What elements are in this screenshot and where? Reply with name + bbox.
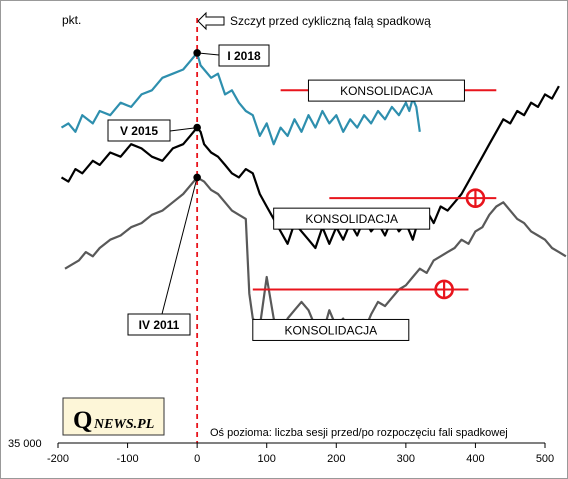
x-tick-label: 300 bbox=[397, 453, 415, 465]
peak-label: V 2015 bbox=[120, 124, 158, 138]
consolidation-label-box bbox=[307, 79, 465, 102]
series-line bbox=[60, 51, 421, 146]
x-tick-label: 0 bbox=[194, 453, 200, 465]
peak-dot bbox=[193, 123, 201, 132]
consolidation-label: KONSOLIDACJA bbox=[284, 323, 377, 337]
peak-label: IV 2011 bbox=[139, 318, 180, 332]
x-axis-caption: Oś pozioma: liczba sesji przed/po rozpoc… bbox=[210, 427, 508, 439]
peak-label-box bbox=[218, 44, 270, 67]
x-ticks: -200 -100 0 100 200 300 400 500 bbox=[47, 443, 554, 465]
x-tick-label: 400 bbox=[466, 453, 484, 465]
y-axis-label: pkt. bbox=[62, 13, 81, 27]
peak-callout-line bbox=[169, 127, 198, 132]
logo: Q NEWS.PL bbox=[62, 397, 165, 436]
peak-annotation-text: Szczyt przed cykliczną falą spadkową bbox=[230, 14, 431, 28]
peak-label-box bbox=[127, 313, 191, 336]
x-tick-label: 200 bbox=[327, 453, 345, 465]
logo-q: Q bbox=[73, 407, 92, 434]
consolidation-label: KONSOLIDACJA bbox=[340, 84, 433, 98]
x-tick-label: -200 bbox=[47, 453, 69, 465]
logo-rest: NEWS.PL bbox=[93, 417, 154, 432]
peak-annotation: Szczyt przed cykliczną falą spadkową bbox=[197, 11, 431, 31]
consolidation-label-box bbox=[252, 318, 410, 341]
consolidation-label: KONSOLIDACJA bbox=[305, 212, 398, 226]
x-tick-label: -100 bbox=[117, 453, 139, 465]
arrow-left-icon bbox=[197, 11, 225, 31]
peak-label: I 2018 bbox=[227, 49, 261, 63]
peak-dot bbox=[193, 173, 201, 182]
y-min-label: 35 000 bbox=[8, 438, 42, 450]
peak-callout-line bbox=[161, 177, 198, 315]
logo-box bbox=[62, 397, 165, 436]
x-tick-label: 500 bbox=[536, 453, 554, 465]
consolidation-label-box bbox=[273, 207, 431, 230]
peak-dot bbox=[193, 49, 201, 57]
peak-label-box bbox=[107, 119, 171, 142]
plot-area: KONSOLIDACJA KONSOLIDACJA KONSOLIDACJA I 20… bbox=[60, 18, 567, 443]
x-tick-label: 100 bbox=[258, 453, 276, 465]
